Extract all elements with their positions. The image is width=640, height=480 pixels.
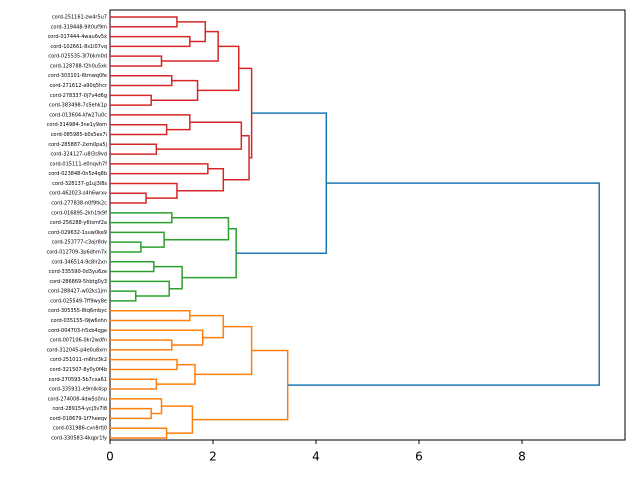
dendrogram-link: [110, 358, 178, 371]
dendrogram-link: [156, 363, 196, 385]
dendrogram-link: [189, 314, 225, 339]
leaf-label: cord-029632-1suw0ke9: [48, 230, 107, 236]
dendrogram-link: [110, 290, 137, 302]
dendrogram-link: [110, 309, 191, 322]
leaf-label: cord-035155-l9jw6ohn: [51, 318, 107, 324]
leaf-label: cord-285887-2xm0pa5j: [48, 142, 107, 148]
dendrogram-link: [110, 182, 178, 199]
leaf-label: cord-017444-4wau6v5x: [48, 34, 107, 40]
leaf-label: cord-256288-y6tsmf2a: [50, 220, 107, 226]
dendrogram-link: [110, 378, 158, 390]
dendrogram-link: [236, 112, 328, 254]
leaf-label: cord-328137-g1uj3l8s: [52, 181, 107, 187]
dendrogram-link: [176, 168, 225, 192]
dendrogram-link: [110, 16, 178, 28]
dendrogram-link: [110, 74, 173, 87]
leaf-label: cord-270593-5b7cxa61: [49, 377, 107, 383]
dendrogram-link: [176, 21, 207, 43]
dendrogram-link: [110, 280, 170, 297]
dendrogram-link: [110, 231, 165, 248]
dendrogram-link: [223, 134, 250, 181]
leaf-label: cord-128788-f2h0u5xk: [50, 63, 107, 69]
leaf-label: cord-314984-3ne1y9om: [47, 122, 107, 128]
leaf-label: cord-251011-rn6hz3k2: [50, 357, 107, 363]
leaf-label: cord-004703-h5xb4qge: [48, 328, 107, 334]
leaf-label: cord-007106-0kr2wdfn: [50, 338, 107, 344]
dendrogram-link: [110, 407, 152, 420]
leaf-label: cord-274008-4dw5s0nu: [48, 396, 107, 402]
leaf-label: cord-012709-3p6dhm7x: [46, 249, 107, 255]
dendrogram-link: [110, 143, 158, 155]
dendrogram-link: [110, 212, 173, 224]
leaf-label: cord-023848-0n5z4q8b: [48, 171, 107, 177]
dendrogram-link: [110, 261, 155, 273]
x-tick-label: 6: [415, 450, 423, 464]
leaf-label: cord-025549-7ff9wy8e: [50, 298, 107, 304]
dendrogram-link: [110, 192, 147, 204]
dendrogram-link: [287, 182, 600, 386]
leaf-label: cord-383498-7s5ehk1p: [49, 103, 107, 109]
dendrogram-link: [156, 121, 243, 150]
leaf-label: cord-013604-kfw27u0c: [49, 112, 107, 118]
leaf-label: cord-286869-5hbtg0y3: [49, 279, 107, 285]
dendrogram-link: [110, 94, 152, 106]
dendrogram-link: [110, 163, 209, 175]
dendrogram-link: [110, 114, 191, 131]
leaf-label: cord-018679-1f7heeqv: [50, 416, 107, 422]
dendrogram-link: [153, 265, 183, 290]
dendrogram-link: [110, 35, 191, 48]
dendrogram-link: [164, 216, 230, 241]
leaf-label: cord-335590-0d3yu6ze: [49, 269, 107, 275]
leaf-label: cord-462023-s4h6wrxv: [49, 191, 107, 197]
dendrogram-link: [192, 349, 289, 421]
leaf-label: cord-330583-4kqpr1fy: [51, 436, 107, 442]
dendrogram-link: [110, 339, 173, 351]
leaf-label: cord-319448-9lt0uf9m: [51, 24, 107, 30]
leaf-label: cord-278337-0j7v4d6g: [50, 93, 107, 99]
leaf-label: cord-015111-e0nqvh7f: [50, 161, 108, 167]
leaf-label: cord-277838-n0f9tk2c: [51, 201, 107, 207]
dendrogram-link: [110, 55, 163, 67]
dendrogram-link: [110, 427, 168, 439]
x-tick-label: 0: [106, 450, 114, 464]
leaf-label: cord-321507-8y0y0f4b: [50, 367, 107, 373]
dendrogram-link: [151, 79, 199, 101]
leaf-label: cord-031986-cvn8rfj0: [53, 426, 107, 432]
leaf-label: cord-025535-3l7bkm0d: [48, 54, 107, 60]
leaf-label: cord-346514-9c8lr2xn: [51, 259, 107, 265]
dendrogram-link: [110, 123, 168, 136]
leaf-label: cord-303101-6tmwq0fe: [48, 73, 107, 79]
axes-frame: [109, 9, 626, 441]
leaf-label: cord-251161-zw4r5u7: [52, 15, 107, 21]
leaf-label: cord-253777-c3ajr8dv: [52, 240, 107, 246]
dendrogram-link: [110, 241, 142, 253]
x-tick-label: 4: [312, 450, 320, 464]
leaf-label: cord-102661-8s1l07vq: [51, 44, 108, 50]
dendrogram-link: [110, 329, 204, 346]
x-tick-label: 2: [209, 450, 217, 464]
x-tick-label: 8: [518, 450, 526, 464]
leaf-label: cord-288427-w02ks1jm: [48, 289, 107, 295]
leaf-label: cord-324127-u8l3s9vd: [51, 152, 107, 158]
leaf-label: cord-335931-e9mlk4sp: [49, 387, 107, 393]
leaf-label: cord-312045-p4e0u8xm: [47, 347, 108, 353]
leaf-label: cord-085985-b0s5ex7i: [51, 132, 107, 138]
leaf-label: cord-271612-a90q5hcr: [50, 83, 108, 89]
leaf-label: cord-016895-2kh1tk9f: [51, 210, 107, 216]
leaf-label: cord-305355-8tq6mbyc: [48, 308, 107, 314]
leaf-label: cord-289154-ycj3v7l8: [52, 406, 107, 412]
dendrogram-link: [110, 398, 163, 415]
